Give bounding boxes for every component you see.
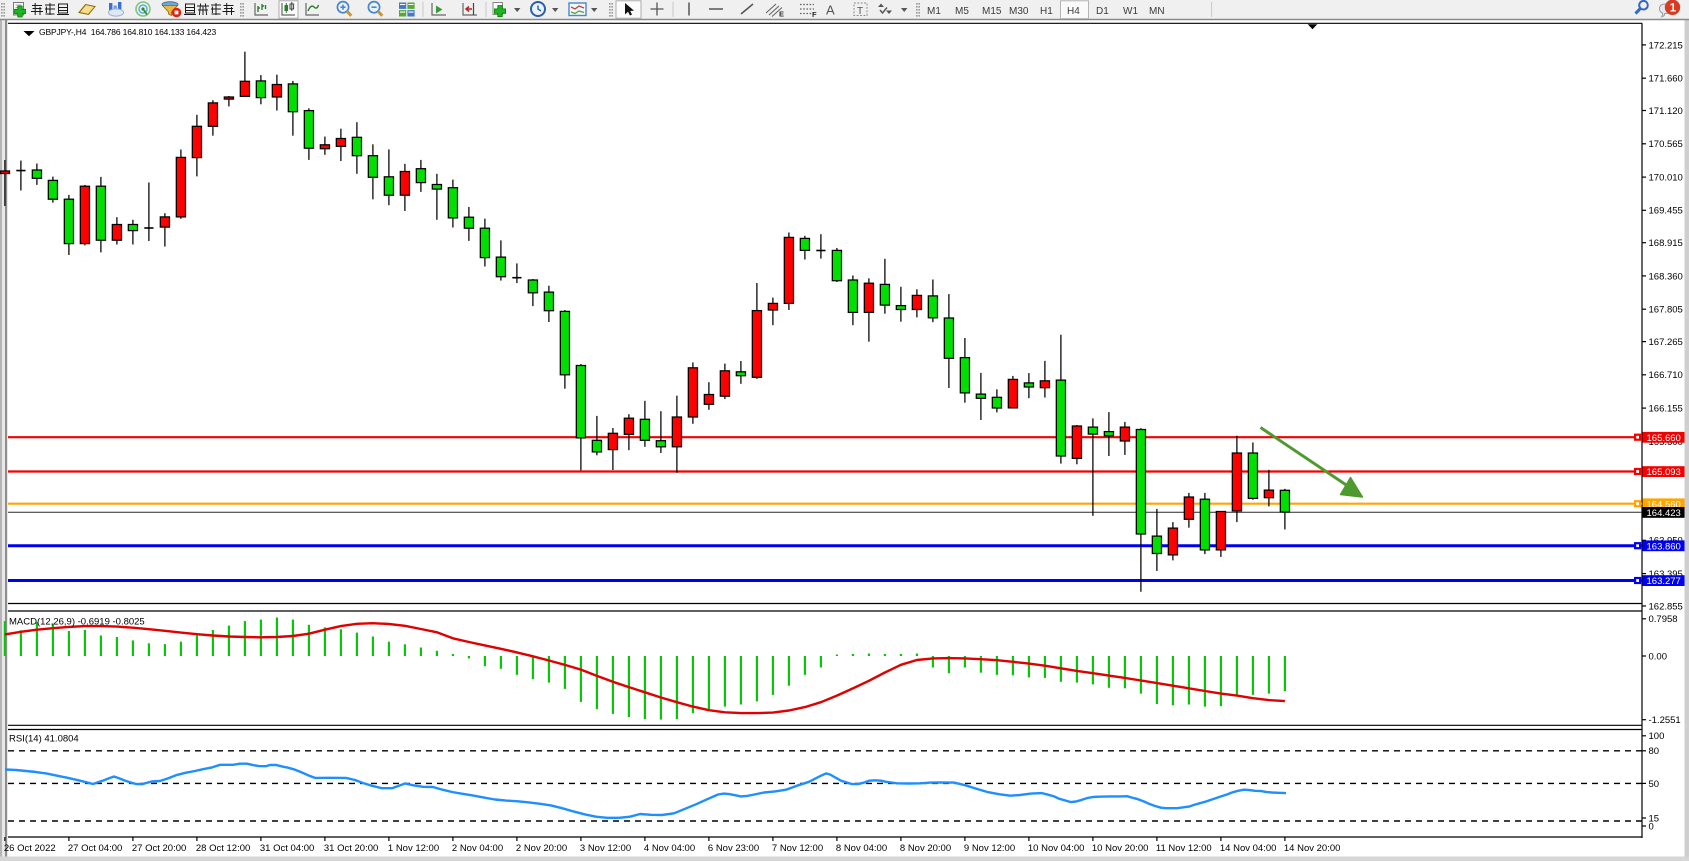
svg-text:0.00: 0.00 <box>1649 651 1668 662</box>
svg-text:10 Nov 20:00: 10 Nov 20:00 <box>1092 843 1149 854</box>
svg-text:M15: M15 <box>982 6 1002 17</box>
svg-text:1 Nov 12:00: 1 Nov 12:00 <box>388 843 439 854</box>
svg-text:31 Oct 04:00: 31 Oct 04:00 <box>260 843 314 854</box>
svg-text:164.560: 164.560 <box>1647 499 1681 510</box>
svg-text:28 Oct 12:00: 28 Oct 12:00 <box>196 843 250 854</box>
svg-text:8 Nov 04:00: 8 Nov 04:00 <box>836 843 887 854</box>
svg-text:6 Nov 23:00: 6 Nov 23:00 <box>708 843 759 854</box>
svg-text:D1: D1 <box>1096 6 1109 17</box>
svg-text:100: 100 <box>1649 731 1665 742</box>
svg-text:7 Nov 12:00: 7 Nov 12:00 <box>772 843 823 854</box>
svg-text:171.120: 171.120 <box>1649 106 1683 117</box>
svg-text:165.660: 165.660 <box>1647 433 1681 444</box>
svg-text:A: A <box>826 3 835 18</box>
svg-text:163.277: 163.277 <box>1647 576 1681 587</box>
svg-text:170.565: 170.565 <box>1649 139 1683 150</box>
svg-text:167.805: 167.805 <box>1649 305 1683 316</box>
svg-text:31 Oct 20:00: 31 Oct 20:00 <box>324 843 378 854</box>
svg-text:F: F <box>812 10 817 19</box>
svg-text:170.010: 170.010 <box>1649 173 1683 184</box>
svg-text:4 Nov 04:00: 4 Nov 04:00 <box>644 843 695 854</box>
svg-text:166.710: 166.710 <box>1649 370 1683 381</box>
svg-text:166.155: 166.155 <box>1649 404 1683 415</box>
svg-text:GBPJPY-,H4 164.786 164.810 16: GBPJPY-,H4 164.786 164.810 164.133 164.4… <box>39 27 216 37</box>
svg-text:-1.2551: -1.2551 <box>1649 715 1681 726</box>
svg-text:171.660: 171.660 <box>1649 74 1683 85</box>
svg-text:MACD(12,26,9) -0.6919 -0.8025: MACD(12,26,9) -0.6919 -0.8025 <box>9 617 145 628</box>
svg-text:T: T <box>857 6 863 17</box>
svg-text:27 Oct 04:00: 27 Oct 04:00 <box>68 843 122 854</box>
svg-text:15: 15 <box>1649 813 1660 824</box>
svg-text:168.360: 168.360 <box>1649 271 1683 282</box>
svg-text:2 Nov 04:00: 2 Nov 04:00 <box>452 843 503 854</box>
svg-text:163.395: 163.395 <box>1649 569 1683 580</box>
svg-text:8 Nov 20:00: 8 Nov 20:00 <box>900 843 951 854</box>
svg-text:M30: M30 <box>1009 6 1029 17</box>
svg-text:E: E <box>779 10 784 19</box>
svg-text:MN: MN <box>1149 6 1165 17</box>
svg-text:14 Nov 20:00: 14 Nov 20:00 <box>1284 843 1341 854</box>
svg-text:27 Oct 20:00: 27 Oct 20:00 <box>132 843 186 854</box>
svg-text:0: 0 <box>1649 821 1654 832</box>
svg-text:11 Nov 12:00: 11 Nov 12:00 <box>1156 843 1212 854</box>
svg-text:163.860: 163.860 <box>1647 541 1681 552</box>
svg-text:10 Nov 04:00: 10 Nov 04:00 <box>1028 843 1085 854</box>
svg-text:14 Nov 04:00: 14 Nov 04:00 <box>1220 843 1277 854</box>
svg-text:26 Oct 2022: 26 Oct 2022 <box>4 843 56 854</box>
svg-text:0.7958: 0.7958 <box>1649 614 1678 625</box>
svg-text:172.215: 172.215 <box>1649 40 1683 51</box>
svg-text:3 Nov 12:00: 3 Nov 12:00 <box>580 843 631 854</box>
svg-text:2 Nov 20:00: 2 Nov 20:00 <box>516 843 567 854</box>
svg-text:165.093: 165.093 <box>1647 467 1681 478</box>
svg-text:168.915: 168.915 <box>1649 238 1683 249</box>
svg-text:RSI(14) 41.0804: RSI(14) 41.0804 <box>9 734 79 745</box>
svg-text:164.423: 164.423 <box>1647 508 1681 519</box>
svg-text:169.455: 169.455 <box>1649 206 1683 217</box>
svg-text:80: 80 <box>1649 746 1660 757</box>
svg-text:M5: M5 <box>955 6 969 17</box>
svg-text:167.265: 167.265 <box>1649 337 1683 348</box>
svg-text:M1: M1 <box>927 6 941 17</box>
svg-text:W1: W1 <box>1123 6 1138 17</box>
svg-text:162.855: 162.855 <box>1649 601 1683 612</box>
svg-text:9 Nov 12:00: 9 Nov 12:00 <box>964 843 1015 854</box>
svg-text:H1: H1 <box>1040 6 1053 17</box>
svg-text:1: 1 <box>1670 3 1677 15</box>
svg-text:H4: H4 <box>1067 6 1080 17</box>
svg-text:50: 50 <box>1649 779 1660 790</box>
